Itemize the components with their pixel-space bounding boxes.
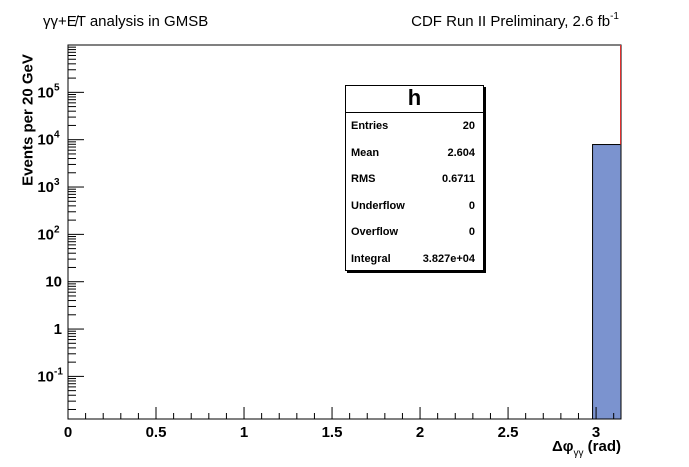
x-axis-title: Δφγγ (rad) bbox=[551, 438, 621, 459]
stats-row: Mean 2.604 bbox=[346, 140, 483, 167]
x-tick-label: 3 bbox=[592, 424, 600, 441]
y-tick-label: 10 bbox=[37, 132, 54, 149]
y-tick-label: 10 bbox=[37, 368, 54, 385]
stats-value: 0 bbox=[468, 199, 475, 212]
y-tick-exponent: 5 bbox=[54, 82, 60, 93]
stats-label: Entries bbox=[351, 120, 389, 132]
y-tick-label: 10 bbox=[37, 84, 54, 101]
stats-row: Entries 20 bbox=[346, 113, 483, 140]
stats-value: 0.6711 bbox=[441, 173, 475, 186]
x-tick-label: 1.5 bbox=[322, 424, 343, 441]
x-tick-label: 0 bbox=[64, 424, 72, 441]
x-axis: 0 0.5 1 1.5 2 2.5 3 bbox=[64, 407, 615, 441]
y-axis-title: Events per 20 GeV bbox=[19, 54, 37, 186]
chart-title: γγ+E̸T analysis in GMSB bbox=[43, 13, 209, 30]
stats-label: Overflow bbox=[351, 226, 399, 239]
stats-value: 2.604 bbox=[447, 146, 475, 159]
y-tick-exponent: 4 bbox=[54, 130, 60, 141]
y-tick-label: 10 bbox=[37, 226, 54, 243]
x-tick-label: 2.5 bbox=[498, 424, 519, 441]
y-tick-exponent: 2 bbox=[54, 224, 60, 235]
experiment-label: CDF Run II Preliminary, 2.6 fb-1 bbox=[411, 11, 619, 30]
stats-value: 20 bbox=[462, 120, 475, 132]
stats-label: Mean bbox=[351, 146, 380, 159]
stats-row: Overflow 0 bbox=[346, 219, 483, 246]
y-tick-exponent: -1 bbox=[54, 366, 63, 377]
stats-value: 3.827e+04 bbox=[422, 252, 475, 265]
stats-histogram-name: h bbox=[346, 86, 483, 113]
y-tick-label: 10 bbox=[45, 274, 62, 291]
stats-rows: Entries 20 Mean 2.604 RMS 0.6711 Underflow 0 Ove… bbox=[346, 113, 483, 273]
y-tick-label: 10 bbox=[37, 179, 54, 196]
x-tick-label: 0.5 bbox=[146, 424, 167, 441]
stats-label: RMS bbox=[351, 173, 376, 186]
x-tick-label: 1 bbox=[240, 424, 248, 441]
histogram-bars bbox=[592, 45, 622, 420]
stats-row: Integral 3.827e+04 bbox=[346, 246, 483, 273]
plot-frame bbox=[67, 44, 622, 420]
stats-value: 0 bbox=[468, 226, 475, 239]
stats-row: Underflow 0 bbox=[346, 193, 483, 220]
stats-label: Integral bbox=[351, 252, 391, 265]
y-tick-label: 1 bbox=[54, 321, 62, 338]
x-tick-label: 2 bbox=[416, 424, 424, 441]
histogram-bar bbox=[592, 144, 622, 420]
stats-box: h Entries 20 Mean 2.604 RMS 0.6711 Underflow 0 O… bbox=[345, 85, 484, 271]
y-tick-exponent: 3 bbox=[54, 177, 60, 188]
stats-label: Underflow bbox=[351, 199, 405, 212]
stats-row: RMS 0.6711 bbox=[346, 166, 483, 193]
